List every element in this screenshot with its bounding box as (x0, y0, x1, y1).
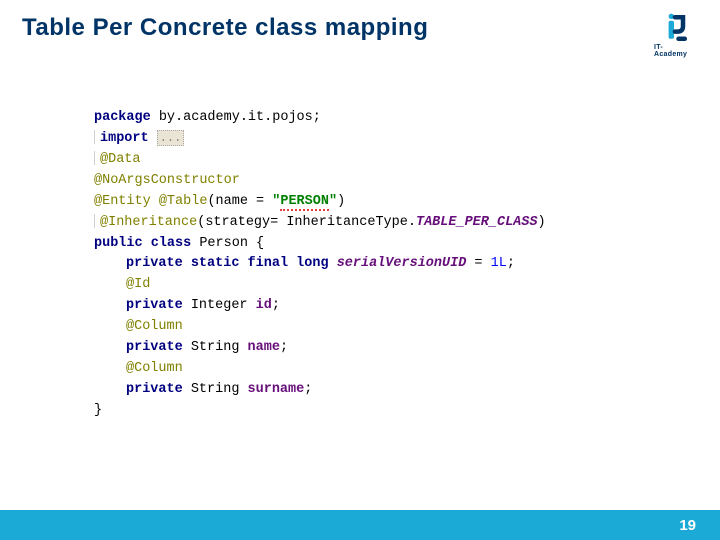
annotation: @Inheritance (100, 215, 197, 230)
footer-bar: 19 (0, 510, 720, 540)
keyword-private: private (126, 298, 183, 313)
page-number: 19 (679, 517, 696, 534)
code-text: ) (337, 194, 345, 209)
code-line: @Id (94, 275, 546, 296)
code-line: package by.academy.it.pojos; (94, 108, 546, 129)
code-line: private String name; (94, 338, 546, 359)
code-line: private static final long serialVersionU… (94, 254, 546, 275)
annotation: @Column (126, 361, 183, 376)
code-text: ; (507, 256, 515, 271)
code-line: private String surname; (94, 380, 546, 401)
code-line: public class Person { (94, 234, 546, 255)
code-text: ; (280, 340, 288, 355)
code-text: ; (272, 298, 280, 313)
logo: IT-Academy (654, 10, 694, 58)
code-block: package by.academy.it.pojos; import ... … (94, 108, 546, 422)
annotation: @Entity (94, 194, 151, 209)
keyword-long: long (296, 256, 328, 271)
code-text: ; (304, 382, 312, 397)
code-line: @NoArgsConstructor (94, 171, 546, 192)
code-line: @Column (94, 359, 546, 380)
keyword-private: private (126, 340, 183, 355)
gutter-icon (94, 151, 98, 165)
code-line: @Data (94, 150, 546, 171)
type-name: Integer (183, 298, 256, 313)
logo-text: IT-Academy (654, 44, 694, 58)
enum-value: TABLE_PER_CLASS (416, 215, 538, 230)
fold-marker: ... (157, 130, 185, 146)
gutter-icon (94, 214, 98, 228)
field-id: id (256, 298, 272, 313)
code-line: import ... (94, 129, 546, 150)
keyword-package: package (94, 110, 151, 125)
code-text: = (466, 256, 490, 271)
annotation: @Column (126, 319, 183, 334)
logo-icon (654, 10, 694, 46)
keyword-final: final (248, 256, 289, 271)
keyword-private: private (126, 256, 183, 271)
field-name: name (248, 340, 280, 355)
keyword-import: import (100, 131, 149, 146)
number-literal: 1L (491, 256, 507, 271)
keyword-class: class (151, 236, 192, 251)
code-text: (strategy= InheritanceType. (197, 215, 416, 230)
field-suid: serialVersionUID (337, 256, 467, 271)
annotation: @NoArgsConstructor (94, 173, 240, 188)
field-surname: surname (248, 382, 305, 397)
gutter-icon (94, 130, 98, 144)
page-title: Table Per Concrete class mapping (22, 14, 428, 42)
code-line: @Entity @Table(name = "PERSON") (94, 192, 546, 213)
code-text: ) (538, 215, 546, 230)
class-name: Person { (191, 236, 264, 251)
type-name: String (183, 382, 248, 397)
annotation: @Id (126, 277, 150, 292)
keyword-public: public (94, 236, 143, 251)
brace-close: } (94, 403, 102, 418)
annotation: @Table (159, 194, 208, 209)
annotation: @Data (100, 152, 141, 167)
code-line: @Column (94, 317, 546, 338)
keyword-static: static (191, 256, 240, 271)
string-value: PERSON (280, 194, 329, 211)
code-line: } (94, 401, 546, 422)
slide: Table Per Concrete class mapping IT-Acad… (0, 0, 720, 540)
keyword-private: private (126, 382, 183, 397)
package-name: by.academy.it.pojos; (151, 110, 321, 125)
string-quote: " (329, 194, 337, 209)
code-text: (name = (207, 194, 272, 209)
code-line: private Integer id; (94, 296, 546, 317)
type-name: String (183, 340, 248, 355)
code-line: @Inheritance(strategy= InheritanceType.T… (94, 213, 546, 234)
